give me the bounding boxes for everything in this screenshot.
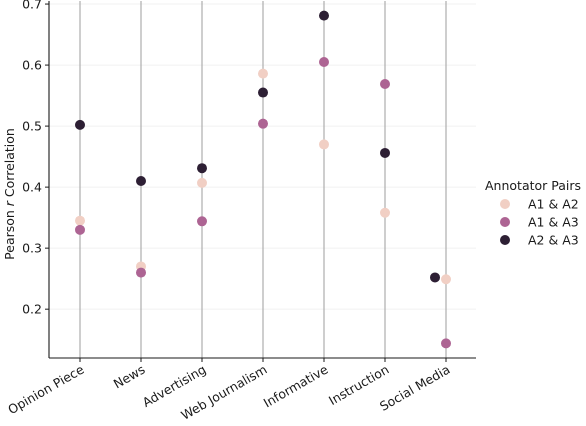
legend-title: Annotator Pairs [485, 178, 581, 193]
y-axis-label-prefix: Pearson [2, 206, 17, 260]
y-tick-label: 0.2 [22, 302, 42, 317]
x-tick-label: Opinion Piece [5, 361, 87, 417]
y-axis-label-suffix: Correlation [2, 128, 17, 201]
legend-marker [500, 199, 510, 209]
data-point [441, 338, 451, 349]
y-tick-label: 0.5 [22, 119, 42, 134]
y-axis-label-italic: r [2, 200, 17, 206]
legend-marker [500, 235, 510, 245]
y-tick-label: 0.7 [22, 0, 42, 12]
legend-label: A1 & A2 [528, 197, 579, 212]
legend: Annotator Pairs A1 & A2 A1 & A3 A2 & A3 [485, 178, 581, 248]
legend-label: A2 & A3 [528, 233, 579, 248]
x-tick-label: News [111, 362, 148, 392]
data-point [380, 147, 390, 158]
gridlines [49, 1, 476, 358]
data-point [441, 274, 451, 285]
legend-items: A1 & A2 A1 & A3 A2 & A3 [500, 197, 579, 248]
y-axis-label: Pearson r Correlation [2, 128, 17, 260]
data-point [380, 78, 390, 89]
data-points [75, 10, 451, 349]
data-point [136, 267, 146, 278]
data-point [258, 68, 268, 79]
data-point [258, 87, 268, 98]
data-point [430, 272, 440, 283]
y-tick-label: 0.6 [22, 58, 42, 73]
y-tick-label: 0.4 [22, 180, 42, 195]
data-point [197, 216, 207, 227]
x-tick-label: Informative [261, 361, 331, 410]
data-point [258, 118, 268, 129]
data-point [75, 224, 85, 235]
y-tick-label: 0.3 [22, 241, 42, 256]
legend-label: A1 & A3 [528, 215, 579, 230]
data-point [197, 163, 207, 174]
data-point [197, 177, 207, 188]
y-ticks: 0.2 0.3 0.4 0.5 0.6 0.7 [22, 0, 49, 317]
legend-marker [500, 217, 510, 227]
data-point [319, 57, 329, 68]
data-point [380, 207, 390, 218]
data-point [75, 215, 85, 226]
data-point [136, 176, 146, 187]
data-point [319, 139, 329, 150]
data-point [75, 119, 85, 130]
data-point [319, 10, 329, 21]
